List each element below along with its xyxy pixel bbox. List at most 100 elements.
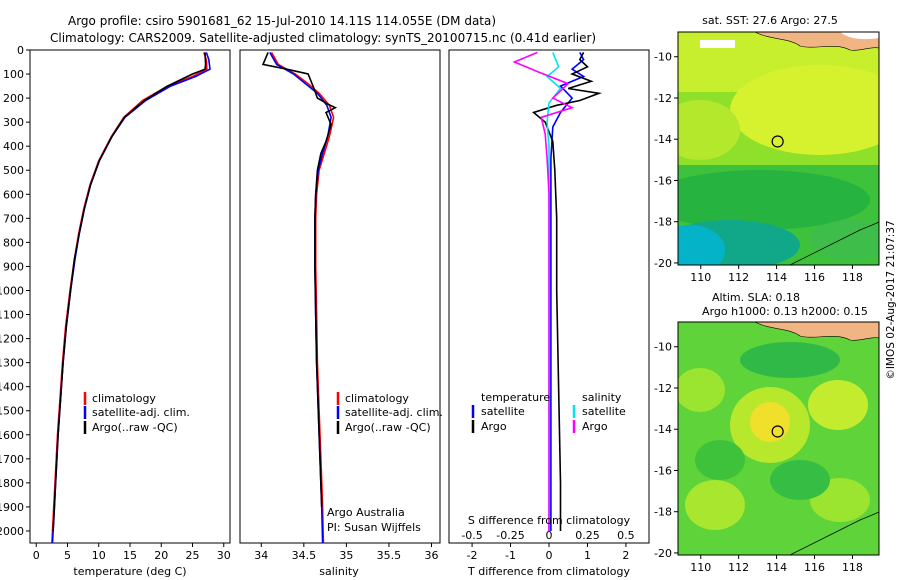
depth-tick-label: 500 xyxy=(3,164,24,177)
legend-title-salinity: salinity xyxy=(582,391,622,404)
map-x-tick-label: 112 xyxy=(728,561,749,574)
depth-tick-label: 400 xyxy=(3,140,24,153)
top-tick-label: 0 xyxy=(546,529,553,542)
depth-tick-label: 1700 xyxy=(0,453,24,466)
map-x-tick-label: 118 xyxy=(842,561,863,574)
map-y-tick-label: -12 xyxy=(654,382,672,395)
map-y-tick-label: -18 xyxy=(654,216,672,229)
series-line-temperature-satellite xyxy=(550,52,586,531)
x-tick-label: 2 xyxy=(622,549,629,562)
depth-tick-label: 300 xyxy=(3,116,24,129)
map-y-tick-label: -16 xyxy=(654,464,672,477)
depth-tick-label: 2000 xyxy=(0,525,24,538)
imos-timestamp: ©IMOS 02-Aug-2017 21:07:37 xyxy=(885,220,897,379)
salinity-series xyxy=(261,52,338,544)
map-x-tick-label: 110 xyxy=(690,561,711,574)
top-tick-label: -0.5 xyxy=(461,529,482,542)
legend-label-argo: Argo(..raw -QC) xyxy=(92,421,178,434)
depth-tick-label: 700 xyxy=(3,212,24,225)
difference-top-ticks: -0.5 -0.25 0 0.25 0.5 xyxy=(461,529,634,542)
depth-tick-label: 900 xyxy=(3,260,24,273)
legend-label-climatology: climatology xyxy=(92,392,156,405)
series-line-climatology xyxy=(270,52,335,544)
series-line-argo-raw-qc- xyxy=(52,52,207,532)
sla-map-title-line2: Argo h1000: 0.13 h2000: 0.15 xyxy=(702,305,868,318)
series-line-temperature-argo xyxy=(531,52,603,531)
sst-map-title: sat. SST: 27.6 Argo: 27.5 xyxy=(702,14,838,27)
x-tick-label: 1 xyxy=(584,549,591,562)
map-y-tick-label: -14 xyxy=(654,423,672,436)
depth-tick-label: 1400 xyxy=(0,381,24,394)
difference-legend: temperature satellite Argo salinity sate… xyxy=(471,391,626,433)
x-tick-label: -2 xyxy=(467,549,478,562)
sla-map-frame xyxy=(677,321,880,556)
x-tick-label: 35 xyxy=(339,549,353,562)
depth-tick-label: 1900 xyxy=(0,501,24,514)
sst-argo-position-marker xyxy=(771,135,784,148)
x-tick-label: 20 xyxy=(154,549,168,562)
temperature-series xyxy=(51,52,211,544)
depth-tick-label: 1200 xyxy=(0,333,24,346)
map-x-tick-label: 118 xyxy=(842,271,863,284)
map-x-tick-label: 116 xyxy=(804,561,825,574)
depth-axis: 0 100 200 300 400 500 600 700 800 900 1000 1100 1200… xyxy=(0,44,30,538)
map-y-tick-label: -10 xyxy=(654,341,672,354)
map-y-tick-label: -14 xyxy=(654,133,672,146)
x-tick-label: 34 xyxy=(254,549,268,562)
depth-tick-label: 800 xyxy=(3,236,24,249)
legend-label-sal-satellite: satellite xyxy=(582,405,626,418)
map-y-tick-label: -20 xyxy=(654,547,672,560)
sst-map-field xyxy=(678,32,879,265)
series-line-climatology xyxy=(51,52,208,544)
depth-tick-label: 100 xyxy=(3,68,24,81)
legend-label-satellite: satellite-adj. clim. xyxy=(345,406,443,419)
x-tick-label: 0 xyxy=(33,549,40,562)
figure-title-line1: Argo profile: csiro 5901681_62 15-Jul-20… xyxy=(68,14,496,28)
top-tick-label: -0.25 xyxy=(496,529,524,542)
x-tick-label: 10 xyxy=(92,549,106,562)
depth-tick-label: 1100 xyxy=(0,309,24,322)
top-tick-label: 0.25 xyxy=(575,529,600,542)
legend-label-temp-satellite: satellite xyxy=(481,405,525,418)
map-y-tick-label: -10 xyxy=(654,51,672,64)
map-y-tick-label: -20 xyxy=(654,257,672,270)
x-tick-label: 36 xyxy=(424,549,438,562)
map-y-tick-label: -18 xyxy=(654,506,672,519)
x-tick-label: 25 xyxy=(186,549,200,562)
temperature-xlabel: temperature (deg C) xyxy=(73,565,186,578)
map-x-tick-label: 116 xyxy=(804,271,825,284)
annotation-pi: PI: Susan Wijffels xyxy=(327,521,421,534)
top-tick-label: 0.5 xyxy=(617,529,635,542)
difference-x-ticks: -2 -1 0 1 2 xyxy=(467,543,629,562)
depth-tick-label: 200 xyxy=(3,92,24,105)
map-y-tick-label: -16 xyxy=(654,174,672,187)
map-x-tick-label: 110 xyxy=(690,271,711,284)
series-line-argo-raw-qc- xyxy=(261,52,338,507)
sla-map-title-line1: Altim. SLA: 0.18 xyxy=(712,291,800,304)
x-tick-label: 34.5 xyxy=(292,549,317,562)
depth-tick-label: 1300 xyxy=(0,357,24,370)
series-line-salinity-argo xyxy=(512,51,575,531)
legend-label-climatology: climatology xyxy=(345,392,409,405)
sla-map-field xyxy=(678,322,879,555)
depth-tick-label: 1600 xyxy=(0,429,24,442)
salinity-legend: climatology satellite-adj. clim. Argo(..… xyxy=(327,392,443,534)
depth-tick-label: 1800 xyxy=(0,477,24,490)
difference-xlabel: T difference from climatology xyxy=(467,565,630,578)
difference-top-axis-label: S difference from climatology xyxy=(468,514,631,527)
map-x-tick-label: 114 xyxy=(766,561,787,574)
x-tick-label: 30 xyxy=(217,549,231,562)
salinity-x-ticks: 34 34.5 35 35.5 36 xyxy=(254,543,438,562)
x-tick-label: -1 xyxy=(505,549,516,562)
sla-argo-position-marker xyxy=(771,425,784,438)
legend-label-satellite: satellite-adj. clim. xyxy=(92,406,190,419)
legend-label-argo: Argo(..raw -QC) xyxy=(345,421,431,434)
legend-label-temp-argo: Argo xyxy=(481,420,507,433)
legend-title-temperature: temperature xyxy=(481,391,550,404)
salinity-panel-frame xyxy=(239,49,441,544)
annotation-argo-australia: Argo Australia xyxy=(327,506,405,519)
sla-map-axes: 110 112 114 116 118 -10 -12 -14 -16 -18 -20 xyxy=(654,341,863,574)
temperature-x-ticks: 0 5 10 15 20 25 30 xyxy=(33,543,231,562)
depth-tick-label: 600 xyxy=(3,188,24,201)
series-line-satellite-adj-clim- xyxy=(51,52,211,544)
